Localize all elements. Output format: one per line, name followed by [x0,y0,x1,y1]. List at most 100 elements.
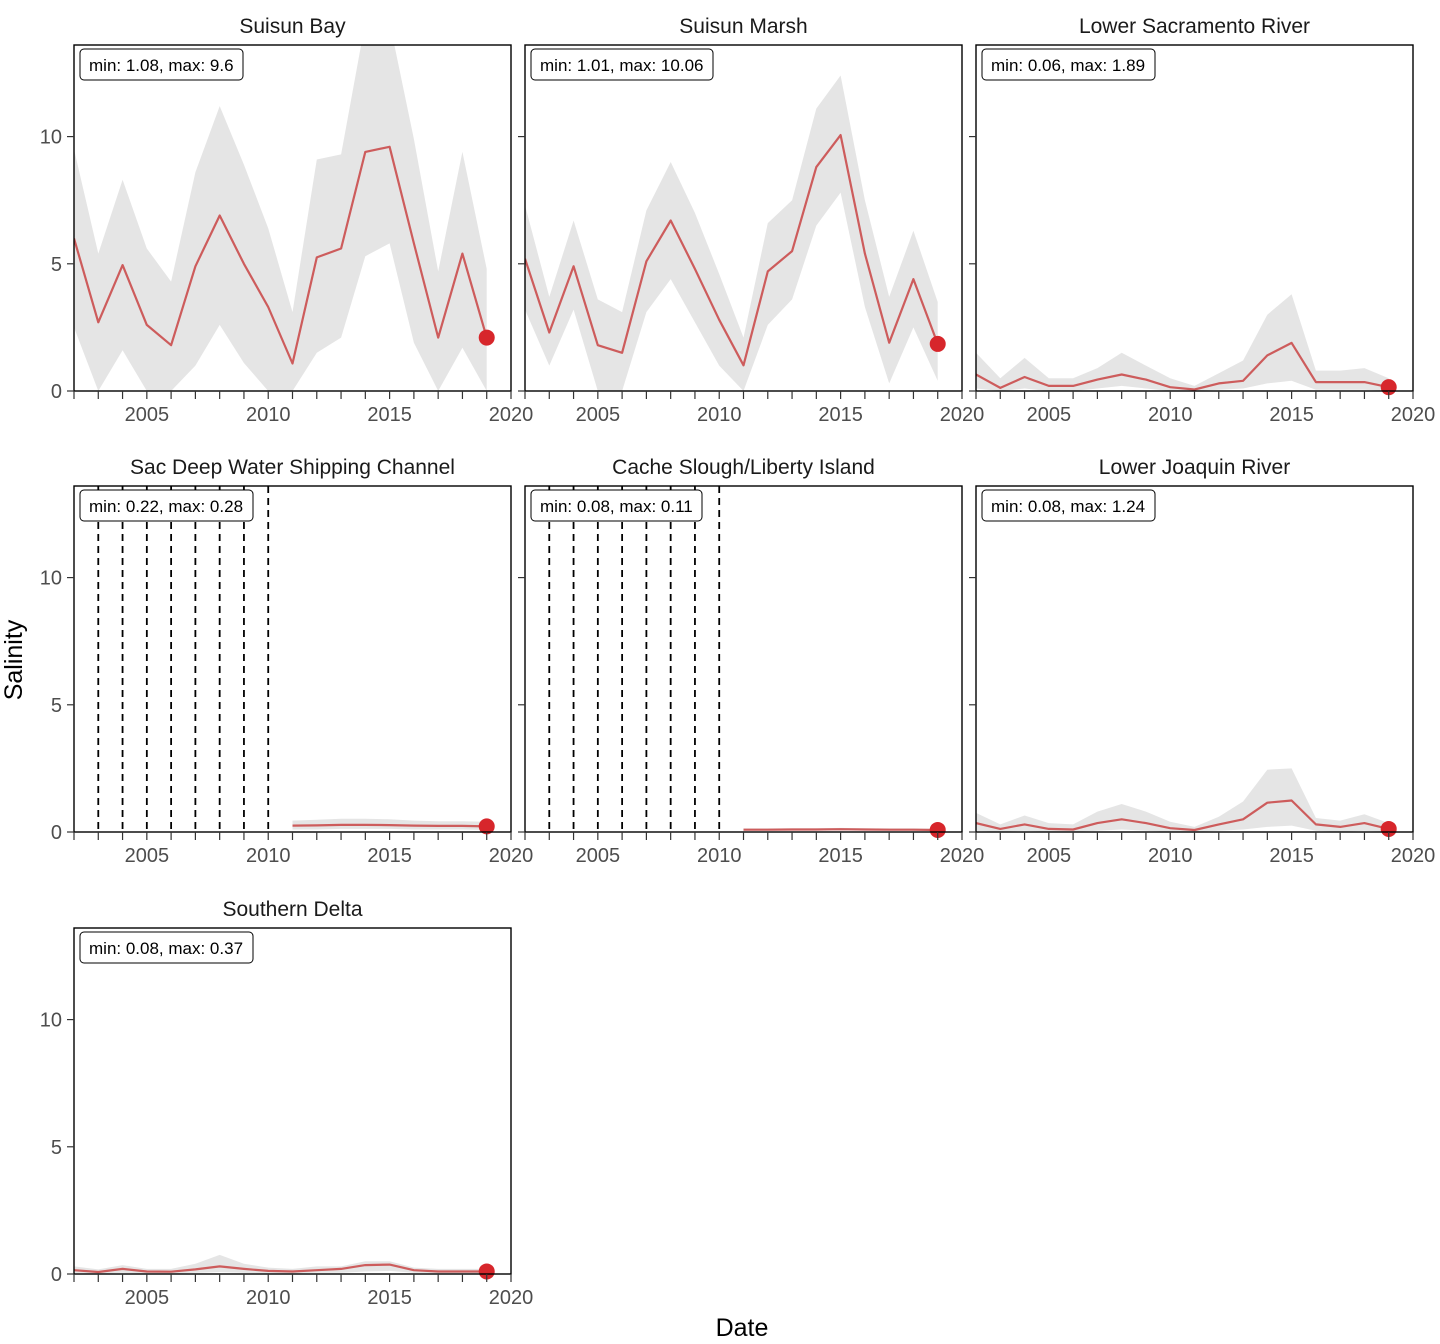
x-tick-label: 2015 [367,845,412,867]
plot-area [97,486,487,832]
x-tick-label: 2020 [489,1287,534,1309]
panel-frame [73,485,512,833]
stats-label: min: 1.08, max: 9.6 [79,48,244,81]
x-tick-label: 2010 [1148,404,1193,426]
x-tick-label: 2010 [1148,845,1193,867]
x-tick-label: 2020 [489,404,534,426]
current-value-point [478,818,495,835]
stats-label: min: 1.01, max: 10.06 [530,48,714,81]
panel-frame [73,927,512,1275]
plot-area [976,294,1389,391]
panel-frame [975,44,1414,392]
stats-label-box [79,48,244,81]
x-tick-label: 2010 [697,404,742,426]
y-tick-label: 5 [51,695,62,717]
x-tick-label: 2010 [697,845,742,867]
x-tick-label: 2015 [367,1287,412,1309]
y-tick-label: 0 [51,822,62,844]
y-tick-label: 10 [40,1010,62,1032]
x-tick-label: 2005 [125,845,170,867]
range-ribbon [976,768,1389,832]
stats-label-text: min: 1.08, max: 9.6 [89,56,234,75]
y-tick-label: 10 [40,127,62,149]
panel-title: Cache Slough/Liberty Island [612,456,875,479]
stats-label: min: 0.22, max: 0.28 [79,489,254,522]
stats-label-text: min: 0.22, max: 0.28 [89,497,243,516]
x-tick-label: 2005 [125,1287,170,1309]
current-value-point [478,1263,495,1280]
stats-label-box [981,489,1156,522]
panel-title: Lower Joaquin River [1099,456,1290,479]
panel-title: Southern Delta [222,898,362,921]
mean-line [74,1263,487,1274]
stats-label-text: min: 0.08, max: 1.24 [991,497,1145,516]
plot-area [74,45,488,391]
stats-label-box [79,489,254,522]
current-value-point [478,329,495,346]
panel-lower-sacramento-river: Lower Sacramento River min: 0.06, max: 1.… [969,15,1435,426]
panel-cache-slough-liberty-island: Cache Slough/Liberty Island min: 0.08, ma… [518,456,984,867]
x-tick-label: 2005 [125,404,170,426]
x-tick-label: 2010 [246,1287,291,1309]
plot-area [976,768,1389,832]
mean-line [292,823,487,828]
stats-label-text: min: 0.08, max: 0.11 [540,497,693,516]
y-tick-label: 5 [51,254,62,276]
panel-southern-delta: Southern Delta min: 0.08, max: 0.37 2005 20… [40,898,534,1309]
stats-label-text: min: 0.06, max: 1.89 [991,56,1145,75]
mean-line [976,341,1389,391]
panel-title: Sac Deep Water Shipping Channel [130,456,455,479]
mean-line [74,145,488,365]
x-tick-label: 2020 [1391,404,1436,426]
x-tick-label: 2020 [940,845,985,867]
x-tick-label: 2005 [1027,404,1072,426]
x-tick-label: 2015 [818,404,863,426]
plot-area [548,486,938,832]
current-value-point [929,821,946,838]
panel-title: Lower Sacramento River [1079,15,1310,38]
mean-line [976,799,1389,832]
x-axis-title: Date [716,1314,769,1342]
x-tick-label: 2015 [1269,845,1314,867]
x-tick-label: 2015 [367,404,412,426]
panel-title: Suisun Bay [239,15,346,38]
range-ribbon [74,1254,487,1274]
panel-frame [524,485,963,833]
y-tick-label: 0 [51,1264,62,1286]
y-tick-label: 10 [40,568,62,590]
y-tick-label: 5 [51,1137,62,1159]
range-ribbon [74,45,487,391]
stats-label: min: 0.08, max: 0.37 [79,931,254,964]
range-ribbon [976,294,1389,391]
panel-lower-joaquin-river: Lower Joaquin River min: 0.08, max: 1.24 2… [969,456,1435,867]
x-tick-label: 2010 [246,404,291,426]
stats-label: min: 0.08, max: 0.11 [530,489,703,522]
range-ribbon [525,75,938,391]
stats-label-text: min: 1.01, max: 10.06 [540,56,703,75]
x-tick-label: 2005 [1027,845,1072,867]
x-tick-label: 2005 [576,845,621,867]
current-value-point [1380,820,1397,837]
stats-label-box [981,48,1156,81]
x-tick-label: 2005 [576,404,621,426]
plot-area [74,1254,487,1274]
stats-label-box [530,489,703,522]
stats-label-text: min: 0.08, max: 0.37 [89,939,243,958]
stats-label-box [530,48,714,81]
x-tick-label: 2015 [818,845,863,867]
x-tick-label: 2020 [1391,845,1436,867]
panel-suisun-bay: Suisun Bay min: 1.08, max: 9.6 2005 2010 201… [40,15,534,426]
mean-line [743,828,938,832]
plot-area [525,75,939,391]
panel-frame [975,485,1414,833]
y-axis-title: Salinity [0,619,28,700]
x-tick-label: 2020 [940,404,985,426]
facet-panels: Suisun Bay min: 1.08, max: 9.6 2005 2010 201… [40,15,1436,1309]
stats-label-box [79,931,254,964]
stats-label: min: 0.08, max: 1.24 [981,489,1156,522]
panel-title: Suisun Marsh [679,15,807,38]
mean-line [525,134,939,367]
current-value-point [929,335,946,352]
panel-suisun-marsh: Suisun Marsh min: 1.01, max: 10.06 2005 201… [518,15,984,426]
